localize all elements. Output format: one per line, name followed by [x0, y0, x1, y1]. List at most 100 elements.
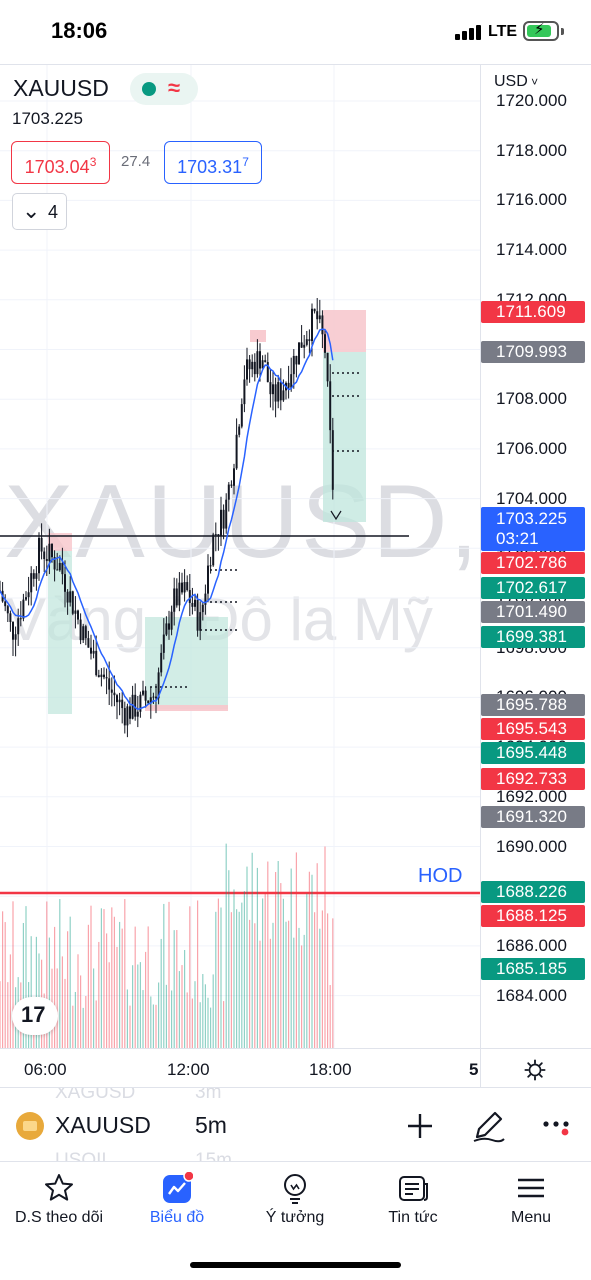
volume-bar [199, 1002, 201, 1048]
stop-marker-zone [250, 330, 266, 342]
volume-bar [259, 940, 261, 1048]
candle-body [61, 562, 64, 575]
volume-bar [246, 866, 248, 1048]
candle-body [152, 696, 155, 698]
candle-body [6, 606, 9, 614]
volume-bar [241, 902, 243, 1048]
nav-watchlist[interactable]: D.S theo dõi [0, 1162, 118, 1242]
candle-body [113, 692, 116, 696]
volume-bar [155, 1004, 157, 1048]
candle-body [230, 484, 233, 486]
volume-bar [56, 968, 58, 1048]
candle-body [227, 484, 230, 500]
settings-gear-icon[interactable] [524, 1059, 546, 1081]
price-level-label: 1709.993 [481, 341, 585, 363]
volume-bar [215, 911, 217, 1048]
candle-body [214, 534, 217, 536]
volume-bar [319, 928, 321, 1048]
candle-body [331, 430, 334, 490]
volume-bar [168, 901, 170, 1048]
more-options-icon[interactable] [538, 1106, 578, 1146]
price-level-label: 1692.733 [481, 768, 585, 790]
market-open-dot-icon [142, 82, 156, 96]
symbol-search-button[interactable]: XAUUSD [55, 1112, 151, 1138]
interval-button[interactable]: 5m [195, 1112, 227, 1138]
price-tick: 1720.000 [496, 91, 567, 110]
buy-button[interactable]: 1703.317 [164, 141, 262, 184]
price-level-label: 1711.609 [481, 301, 585, 323]
volume-bar [46, 901, 48, 1048]
candle-body [194, 599, 196, 607]
candle-body [27, 592, 30, 598]
candle-body [95, 650, 98, 676]
volume-bar [194, 981, 196, 1048]
candle-body [222, 509, 225, 529]
volume-bar [74, 991, 76, 1048]
volume-bar [233, 889, 235, 1048]
volume-bar [72, 1005, 74, 1048]
volume-bar [142, 990, 144, 1048]
sell-button[interactable]: 1703.043 [11, 141, 110, 184]
time-axis[interactable]: 06:00 12:00 18:00 5 [0, 1048, 591, 1089]
candle-body [87, 638, 90, 648]
nav-chart[interactable]: Biểu đồ [118, 1162, 236, 1242]
volume-bar [321, 910, 323, 1048]
time-tick: 18:00 [309, 1060, 352, 1079]
volume-bar [225, 843, 227, 1048]
candle-body [292, 355, 295, 375]
candle-body [157, 672, 160, 699]
volume-bar [54, 926, 56, 1048]
volume-bar [134, 926, 136, 1048]
candle-body [188, 590, 191, 603]
price-chart[interactable] [0, 65, 480, 1048]
volume-bar [267, 861, 269, 1048]
volume-bar [80, 975, 82, 1048]
indicators-toggle-button[interactable]: ⌄ 4 [12, 193, 67, 230]
volume-bar [7, 982, 9, 1048]
market-status-pill[interactable]: ≈ [130, 73, 198, 105]
volume-bar [207, 997, 209, 1048]
candle-body [324, 334, 326, 353]
candle-body [261, 360, 264, 369]
candle-body [282, 390, 285, 401]
gold-symbol-icon [16, 1112, 44, 1140]
network-type: LTE [488, 23, 518, 40]
candle-body [186, 582, 189, 591]
price-level-label: 1701.490 [481, 601, 585, 623]
nav-label: Menu [510, 1209, 552, 1226]
add-plus-icon[interactable] [400, 1106, 440, 1146]
candle-body [149, 697, 152, 704]
candle-body [105, 677, 108, 679]
price-tick: 1708.000 [496, 389, 567, 409]
volume-bar [69, 916, 71, 1048]
volume-bar [30, 936, 32, 1048]
chart-area[interactable]: XAUUSD, 5 Vàng / Đô la Mỹ XAUUSD ≈ 1703.… [0, 64, 591, 1089]
volume-bar [264, 893, 266, 1048]
nav-menu[interactable]: Menu [472, 1162, 590, 1242]
nav-news[interactable]: Tin tức [354, 1162, 472, 1242]
volume-bar [139, 962, 141, 1048]
currency-selector[interactable]: USD ˅ [494, 73, 538, 91]
news-icon [399, 1176, 428, 1201]
candle-body [253, 361, 256, 375]
tradingview-logo-icon[interactable]: 17 [12, 997, 58, 1035]
chart-symbol-title[interactable]: XAUUSD [13, 75, 109, 101]
arrow-marker [330, 510, 342, 521]
candle-body [251, 361, 254, 370]
volume-bar [282, 898, 284, 1048]
candle-body [220, 509, 222, 537]
candle-body [326, 352, 329, 382]
candle-body [329, 381, 332, 431]
volume-bar [212, 974, 214, 1048]
volume-bar [0, 981, 1, 1048]
candle-body [116, 695, 118, 703]
drawing-pen-icon[interactable] [468, 1106, 508, 1146]
candle-body [147, 700, 150, 704]
candle-body [82, 626, 85, 641]
nav-ideas[interactable]: Ý tưởng [236, 1162, 354, 1242]
price-axis[interactable]: 1720.000 1718.000 1716.000 1714.000 1712.000… [480, 65, 591, 1048]
price-level-label: 1699.381 [481, 626, 585, 648]
candle-body [248, 359, 251, 370]
date-range-button[interactable]: 5 [469, 1060, 479, 1079]
volume-bar [22, 922, 24, 1048]
